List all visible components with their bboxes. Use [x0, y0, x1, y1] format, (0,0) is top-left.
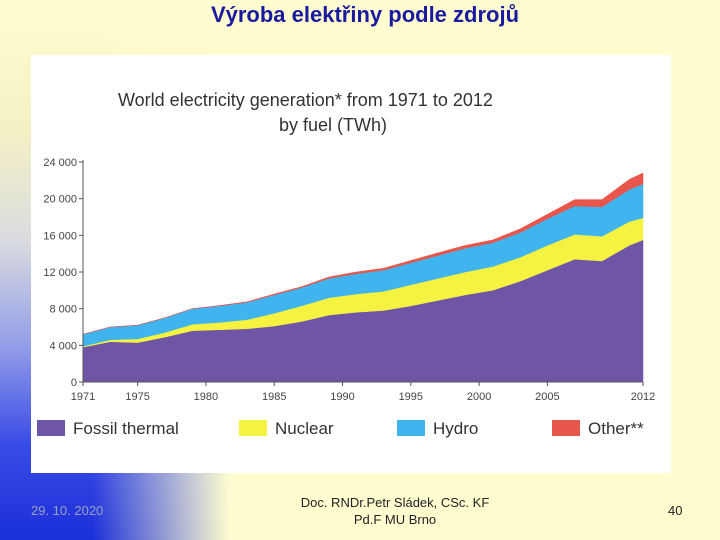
x-tick-label-7: 2005 [535, 391, 559, 403]
y-tick-label-2: 8 000 [49, 304, 77, 316]
legend-label-0: Fossil thermal [73, 419, 179, 438]
author-line-1: Doc. RNDr.Petr Sládek, CSc. KF [300, 495, 490, 510]
x-tick-label-5: 1995 [399, 391, 423, 403]
legend-swatch-0 [37, 420, 65, 436]
chart-title-line-2: by fuel (TWh) [279, 115, 387, 135]
y-tick-label-6: 24 000 [43, 157, 77, 169]
legend-label-1: Nuclear [275, 419, 334, 438]
y-tick-label-0: 0 [71, 377, 77, 389]
footer-date: 29. 10. 2020 [31, 503, 104, 518]
x-tick-label-4: 1990 [330, 391, 354, 403]
y-tick-label-3: 12 000 [43, 267, 77, 279]
y-tick-label-5: 20 000 [43, 194, 77, 206]
x-tick-label-8: 2012 [631, 391, 655, 403]
chart-panel: World electricity generation* from 1971 … [31, 55, 671, 473]
x-tick-label-2: 1980 [194, 391, 218, 403]
footer-author: Doc. RNDr.Petr Sládek, CSc. KF Pd.F MU B… [280, 494, 510, 528]
y-tick-label-4: 16 000 [43, 230, 77, 242]
author-line-2: Pd.F MU Brno [353, 512, 437, 527]
legend-swatch-3 [552, 420, 580, 436]
slide-title: Výroba elektřiny podle zdrojů [210, 2, 520, 27]
chart-title-line-1: World electricity generation* from 1971 … [118, 90, 493, 110]
y-tick-label-1: 4 000 [49, 340, 77, 352]
legend-label-2: Hydro [433, 419, 478, 438]
page-number: 40 [668, 503, 683, 518]
stacked-area-chart: World electricity generation* from 1971 … [37, 90, 655, 438]
x-tick-label-6: 2000 [467, 391, 491, 403]
area-series-3 [82, 172, 644, 335]
x-tick-label-1: 1975 [125, 391, 149, 403]
legend-swatch-1 [239, 420, 267, 436]
x-tick-label-3: 1985 [262, 391, 286, 403]
legend-swatch-2 [397, 420, 425, 436]
x-tick-label-0: 1971 [71, 391, 95, 403]
legend-label-3: Other** [588, 419, 644, 438]
